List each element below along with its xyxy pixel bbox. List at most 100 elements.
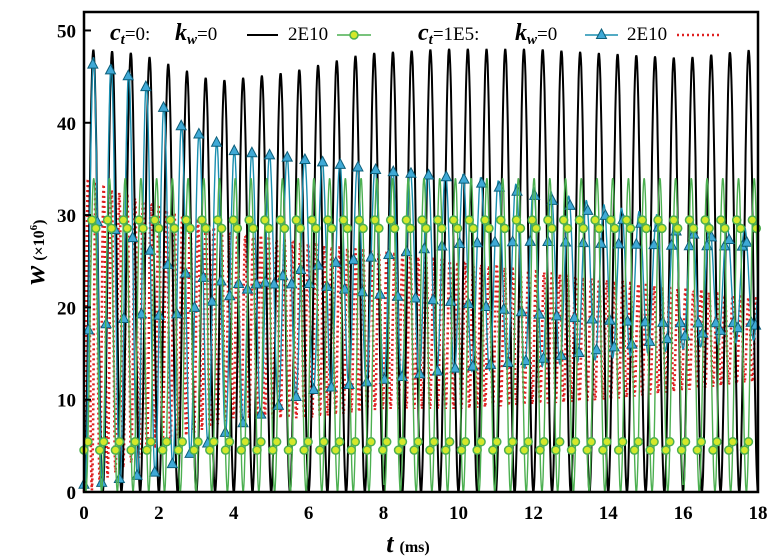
marker-triangle: [714, 323, 727, 335]
marker-circle: [319, 437, 329, 447]
marker-triangle: [122, 69, 135, 81]
marker-triangle: [210, 135, 223, 147]
marker-circle: [747, 215, 758, 225]
marker-triangle: [166, 457, 179, 469]
marker-triangle: [237, 416, 249, 428]
marker-circle: [165, 215, 176, 225]
marker-circle: [287, 437, 298, 447]
marker-circle: [142, 445, 152, 455]
marker-triangle: [453, 236, 466, 248]
marker-circle: [578, 223, 589, 234]
marker-circle: [161, 437, 172, 447]
marker-circle: [271, 437, 282, 447]
marker-circle: [240, 437, 250, 447]
marker-triangle: [489, 235, 501, 247]
marker-circle: [267, 445, 278, 455]
marker-triangle: [263, 148, 276, 160]
marker-circle: [389, 223, 400, 234]
marker-circle: [87, 215, 97, 225]
marker-circle: [570, 437, 581, 447]
marker-circle: [613, 445, 624, 455]
marker-circle: [657, 223, 667, 234]
marker-circle: [531, 223, 541, 234]
y-tick-label: 50: [57, 21, 76, 42]
marker-circle: [716, 215, 726, 225]
marker-circle: [224, 437, 235, 447]
marker-circle: [279, 223, 290, 234]
y-tick-label: 30: [57, 206, 76, 227]
marker-triangle: [272, 398, 285, 410]
marker-circle: [228, 215, 239, 225]
legend-marker-triangle: [595, 27, 608, 39]
legend-group2-kw: kw=0: [515, 20, 557, 48]
marker-circle: [676, 445, 687, 455]
marker-circle: [153, 223, 164, 234]
marker-circle: [338, 215, 349, 225]
x-axis-label: t (ms): [386, 529, 429, 557]
marker-circle: [649, 437, 659, 447]
marker-circle: [472, 445, 482, 455]
marker-circle: [212, 215, 223, 225]
marker-triangle: [506, 235, 519, 247]
marker-triangle: [431, 364, 444, 376]
marker-circle: [444, 437, 455, 447]
marker-circle: [704, 223, 714, 234]
marker-circle: [519, 445, 530, 455]
marker-circle: [641, 223, 651, 234]
marker-circle: [429, 437, 439, 447]
marker-circle: [688, 223, 699, 234]
marker-triangle: [458, 172, 470, 184]
marker-circle: [523, 437, 534, 447]
marker-circle: [169, 223, 180, 234]
marker-circle: [150, 215, 160, 225]
marker-triangle: [193, 127, 205, 139]
marker-triangle: [307, 382, 320, 394]
marker-triangle: [400, 245, 413, 257]
marker-circle: [342, 223, 353, 234]
marker-circle: [488, 445, 498, 455]
marker-circle: [374, 223, 384, 234]
marker-circle: [421, 223, 431, 234]
marker-circle: [177, 437, 188, 447]
marker-circle: [511, 215, 522, 225]
marker-triangle: [559, 235, 572, 247]
marker-circle: [700, 215, 710, 225]
marker-circle: [326, 223, 337, 234]
marker-circle: [739, 445, 750, 455]
marker-circle: [665, 437, 675, 447]
marker-circle: [283, 445, 294, 455]
x-tick-label: 14: [599, 503, 619, 524]
marker-circle: [323, 215, 333, 225]
marker-triangle: [484, 357, 497, 369]
marker-circle: [712, 437, 722, 447]
y-tick-label: 20: [57, 298, 76, 319]
y-tick-label: 0: [67, 483, 77, 504]
marker-circle: [425, 445, 435, 455]
x-tick-label: 18: [749, 503, 768, 524]
marker-circle: [527, 215, 537, 225]
marker-circle: [173, 445, 184, 455]
marker-triangle: [475, 176, 488, 188]
marker-circle: [122, 223, 132, 234]
marker-circle: [562, 223, 573, 234]
marker-circle: [303, 437, 313, 447]
marker-circle: [724, 445, 734, 455]
marker-circle: [299, 445, 309, 455]
marker-triangle: [347, 253, 360, 265]
marker-circle: [146, 437, 156, 447]
marker-triangle: [674, 316, 687, 328]
marker-circle: [496, 215, 506, 225]
marker-triangle: [352, 160, 364, 172]
series-line: [82, 179, 760, 493]
marker-circle: [193, 437, 203, 447]
marker-circle: [248, 223, 258, 234]
marker-circle: [220, 445, 231, 455]
marker-triangle: [206, 294, 218, 306]
marker-circle: [405, 223, 416, 234]
marker-triangle: [396, 369, 408, 382]
marker-triangle: [701, 239, 713, 251]
marker-circle: [554, 437, 565, 447]
marker-circle: [354, 215, 364, 225]
marker-triangle: [223, 289, 236, 301]
marker-triangle: [215, 274, 227, 286]
